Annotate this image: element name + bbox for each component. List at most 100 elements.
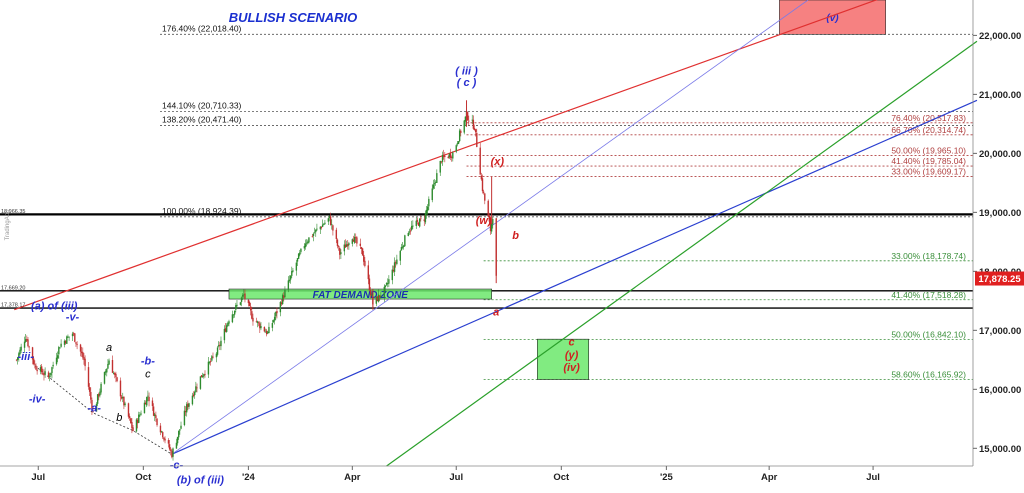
- candle-body: [204, 373, 206, 375]
- candle-body: [50, 372, 52, 376]
- candle-body: [360, 247, 363, 249]
- wave-label-17: c: [569, 337, 575, 349]
- left-price-label-1: 17,669.20: [1, 285, 25, 291]
- candle-body: [155, 415, 157, 419]
- candle-body: [351, 239, 354, 244]
- wave-label-19: (iv): [563, 362, 580, 374]
- candle-body: [195, 386, 197, 393]
- candle-body: [455, 145, 457, 152]
- candle-body: [106, 368, 108, 373]
- candle-body: [324, 222, 326, 224]
- candle-body: [131, 422, 133, 429]
- candle-body: [88, 387, 91, 392]
- candle-body: [47, 372, 50, 378]
- candle-body: [96, 394, 99, 404]
- candle-body: [160, 431, 163, 433]
- candle-body: [243, 294, 245, 296]
- candle-body: [249, 306, 252, 311]
- candle-body: [235, 305, 237, 310]
- candle-body: [15, 359, 18, 361]
- trend-line-0: [14, 0, 878, 311]
- candle-body: [24, 339, 27, 342]
- candle-body: [87, 367, 90, 387]
- candle-body: [203, 374, 205, 377]
- wave-label-8: b: [116, 412, 122, 424]
- fib-label-1: 144.10% (20,710.33): [162, 100, 242, 110]
- candle-body: [26, 339, 28, 341]
- candle-body: [167, 440, 170, 444]
- candle-body: [364, 260, 366, 266]
- candle-body: [219, 344, 221, 346]
- candle-body: [43, 373, 45, 376]
- candle-body: [40, 366, 43, 373]
- candle-body: [473, 128, 476, 131]
- x-tick-label-5: Oct: [553, 472, 570, 483]
- candle-body: [20, 346, 22, 351]
- candle-body: [99, 391, 101, 396]
- candle-body: [98, 393, 100, 397]
- candle-body: [332, 225, 334, 231]
- candle-body: [433, 183, 436, 185]
- candle-body: [320, 227, 323, 228]
- candle-body: [116, 377, 118, 382]
- candle-body: [424, 213, 427, 223]
- candle-body: [220, 340, 222, 347]
- candle-body: [408, 231, 411, 233]
- candle-body: [339, 247, 341, 255]
- candle-body: [431, 188, 433, 201]
- candle-body: [359, 243, 362, 246]
- candle-body: [139, 414, 141, 416]
- candle-body: [176, 436, 179, 444]
- left-price-label-2: 17,378.17: [1, 303, 25, 309]
- candle-body: [231, 314, 234, 323]
- candle-body: [247, 299, 250, 304]
- candle-body: [148, 396, 150, 402]
- candle-body: [123, 396, 125, 406]
- wave-label-6: -b-: [141, 356, 155, 368]
- candle-body: [164, 438, 166, 441]
- candle-body: [409, 230, 412, 232]
- y-tick-label-7: 22,000.00: [979, 31, 1021, 42]
- candle-body: [82, 352, 84, 358]
- candle-body: [34, 364, 36, 366]
- candle-body: [248, 301, 251, 307]
- candle-body: [441, 154, 444, 162]
- candle-body: [395, 262, 397, 264]
- candle-body: [463, 120, 465, 133]
- candle-body: [388, 279, 390, 284]
- candle-body: [295, 262, 298, 271]
- candle-body: [464, 116, 467, 122]
- candle-body: [476, 132, 478, 147]
- candle-body: [208, 361, 211, 363]
- last-price-label: 17,878.25: [978, 274, 1021, 285]
- candle-body: [172, 448, 174, 457]
- candle-body: [396, 259, 398, 265]
- fib-label-2: 138.20% (20,471.40): [162, 115, 242, 125]
- candle-body: [442, 154, 445, 157]
- x-tick-label-4: Jul: [449, 472, 463, 483]
- fib-label-6: 50.00% (19,965.10): [891, 145, 966, 155]
- chart-title: BULLISH SCENARIO: [229, 10, 358, 25]
- fib-label-4: 76.40% (20,517.83): [891, 113, 966, 123]
- candle-body: [64, 341, 67, 344]
- candle-body: [313, 232, 316, 234]
- candle-body: [168, 444, 171, 450]
- candle-body: [192, 394, 195, 397]
- candle-body: [300, 248, 302, 252]
- candle-body: [292, 270, 294, 272]
- wave-label-14: (w): [476, 215, 492, 227]
- wave-label-13: (x): [491, 156, 505, 168]
- wave-label-18: (y): [565, 350, 579, 362]
- candle-body: [18, 353, 20, 358]
- last-price-tag: 17,878.25: [975, 271, 1024, 286]
- candle-body: [107, 363, 109, 369]
- candle-body: [27, 339, 29, 347]
- candle-body: [35, 365, 37, 370]
- candle-body: [74, 333, 76, 342]
- candle-body: [284, 289, 286, 298]
- candle-body: [403, 245, 405, 247]
- candle-body: [471, 119, 473, 121]
- wave-label-3: -v-: [66, 311, 80, 323]
- candle-body: [440, 161, 443, 163]
